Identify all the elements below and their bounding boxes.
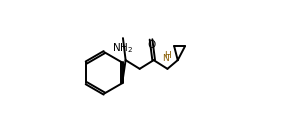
Text: H: H xyxy=(164,51,171,60)
Text: O: O xyxy=(148,40,156,50)
Text: N: N xyxy=(162,55,169,63)
Text: NH$_2$: NH$_2$ xyxy=(113,41,133,55)
